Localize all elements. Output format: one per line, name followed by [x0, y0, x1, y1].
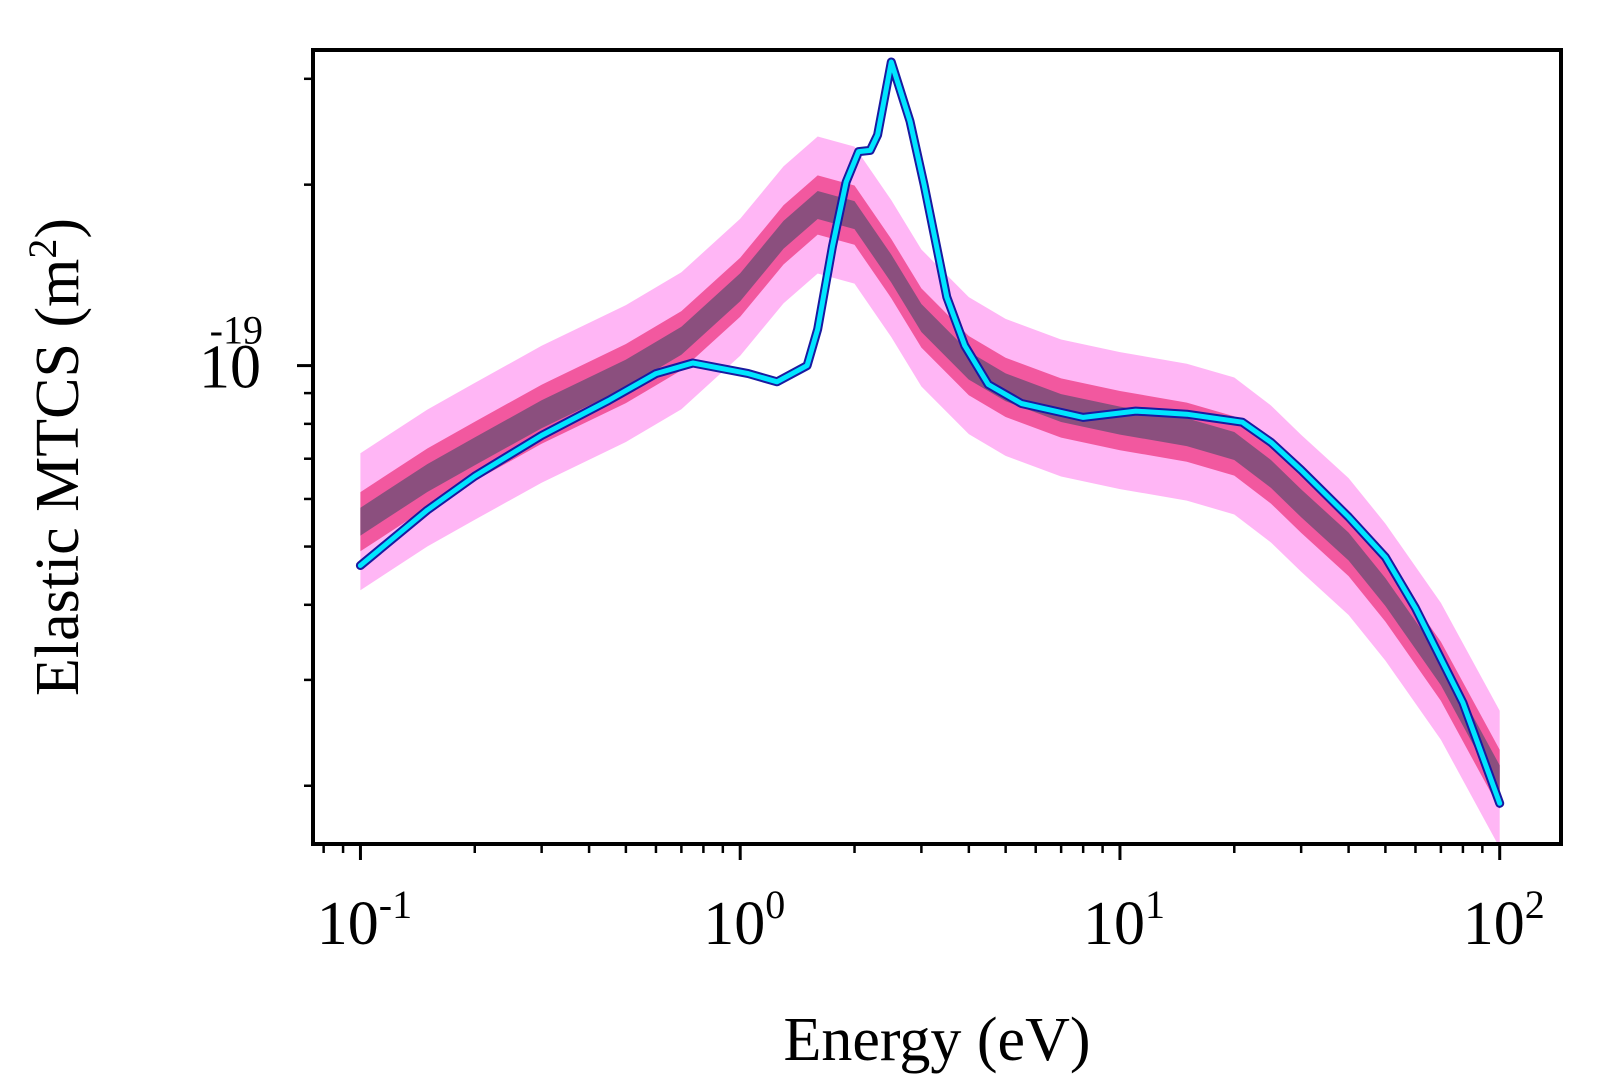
x-tick-label-exp: 2: [1525, 882, 1545, 927]
band-outer: [360, 136, 1500, 848]
series-0-line: [357, 59, 1503, 806]
x-tick-label-base: 10: [1463, 890, 1525, 958]
x-tick-label-base: 10: [1083, 890, 1145, 958]
y-tick-label-exp: -19: [210, 308, 263, 353]
x-tick-label: 100: [703, 882, 785, 958]
x-tick-label: 102: [1463, 882, 1545, 958]
plot-frame: [311, 48, 1563, 846]
plot-area: [355, 57, 1505, 848]
y-axis-label: Elastic MTCS (m2): [20, 218, 92, 696]
x-tick-label: 10-1: [317, 882, 412, 958]
y-tick-label: 10: [199, 334, 261, 402]
x-tick-label-exp: -1: [379, 882, 412, 927]
y-axis-label-sup: 2: [20, 239, 65, 259]
x-tick-label-base: 10: [317, 890, 379, 958]
band-middle: [360, 175, 1500, 809]
y-axis-label-close: ): [24, 218, 92, 239]
x-tick-label-base: 10: [703, 890, 765, 958]
x-tick-label-exp: 1: [1145, 882, 1165, 927]
x-tick-label: 101: [1083, 882, 1165, 958]
x-tick-label-exp: 0: [765, 882, 785, 927]
y-tick-label-base: 10: [199, 334, 261, 402]
x-axis-label: Energy (eV): [783, 1006, 1090, 1074]
y-axis-label-main: Elastic MTCS (m: [24, 259, 92, 696]
